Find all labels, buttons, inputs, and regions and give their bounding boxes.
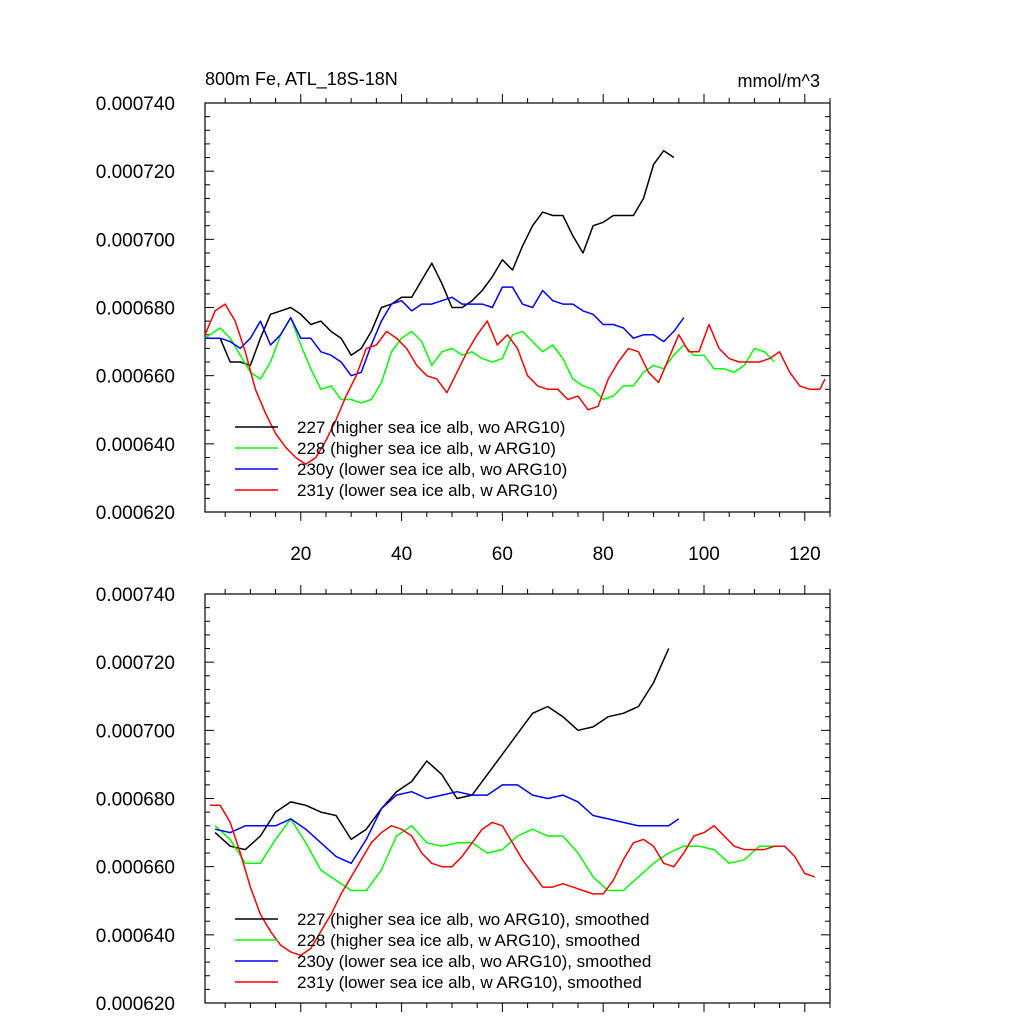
top-legend: 227 (higher sea ice alb, wo ARG10) 228 (… xyxy=(235,418,567,500)
bottom-axes: 0.000620 0.000640 0.000660 0.000680 0.000700… xyxy=(96,585,831,1015)
top-ytick-label: 0.000740 xyxy=(96,94,175,115)
top-ytick-label: 0.000700 xyxy=(96,230,175,251)
bottom-ytick-label: 0.000740 xyxy=(96,585,175,606)
bottom-legend-label-227: 227 (higher sea ice alb, wo ARG10), smoo… xyxy=(297,910,649,929)
top-legend-label-228: 228 (higher sea ice alb, w ARG10) xyxy=(297,439,556,458)
top-xtick-label: 60 xyxy=(492,544,513,565)
top-xtick-label: 20 xyxy=(290,544,311,565)
top-xtick-label: 80 xyxy=(593,544,614,565)
bottom-ytick-label: 0.000620 xyxy=(96,994,175,1015)
bottom-ytick-label: 0.000640 xyxy=(96,926,175,947)
bottom-plot-lines xyxy=(210,648,816,957)
bottom-legend: 227 (higher sea ice alb, wo ARG10), smoo… xyxy=(235,910,651,992)
top-ytick-label: 0.000720 xyxy=(96,162,175,183)
top-axes: 0.000620 0.000640 0.000660 0.000680 0.000700… xyxy=(96,94,831,565)
bottom-series-231y-line xyxy=(210,804,816,957)
top-ytick-label: 0.000660 xyxy=(96,367,175,388)
top-series-230y-line xyxy=(205,286,685,377)
top-ytick-label: 0.000680 xyxy=(96,299,175,320)
bottom-ytick-label: 0.000660 xyxy=(96,858,175,879)
bottom-legend-label-231y: 231y (lower sea ice alb, w ARG10), smoot… xyxy=(297,973,642,992)
bottom-ytick-label: 0.000700 xyxy=(96,721,175,742)
top-panel: 800m Fe, ATL_18S-18N mmol/m^3 0.0006200.… xyxy=(96,69,831,565)
bottom-ytick-label: 0.000720 xyxy=(96,653,175,674)
top-ytick-label: 0.000640 xyxy=(96,435,175,456)
top-panel-title: 800m Fe, ATL_18S-18N xyxy=(205,69,398,90)
top-legend-label-227: 227 (higher sea ice alb, wo ARG10) xyxy=(297,418,565,437)
top-ytick-label: 0.000620 xyxy=(96,503,175,524)
bottom-panel: 0.000620 0.000640 0.000660 0.000680 0.000700… xyxy=(96,585,831,1015)
bottom-legend-label-230y: 230y (lower sea ice alb, wo ARG10), smoo… xyxy=(297,952,651,971)
top-plot-lines xyxy=(204,149,826,466)
bottom-legend-label-228: 228 (higher sea ice alb, w ARG10), smoot… xyxy=(297,931,640,950)
top-legend-label-231y: 231y (lower sea ice alb, w ARG10) xyxy=(297,481,558,500)
top-xtick-label: 120 xyxy=(789,544,821,565)
top-series-227-line xyxy=(205,149,675,367)
bottom-series-228-line xyxy=(214,818,775,892)
top-series-231y-line xyxy=(204,303,826,466)
bottom-series-230y-line xyxy=(214,784,680,865)
top-series-228-line xyxy=(204,316,776,404)
bottom-ytick-label: 0.000680 xyxy=(96,790,175,811)
top-xtick-label: 100 xyxy=(688,544,720,565)
top-legend-label-230y: 230y (lower sea ice alb, wo ARG10) xyxy=(297,460,567,479)
bottom-series-227-line xyxy=(214,648,670,851)
top-xtick-label: 40 xyxy=(391,544,412,565)
top-panel-units: mmol/m^3 xyxy=(738,71,820,91)
